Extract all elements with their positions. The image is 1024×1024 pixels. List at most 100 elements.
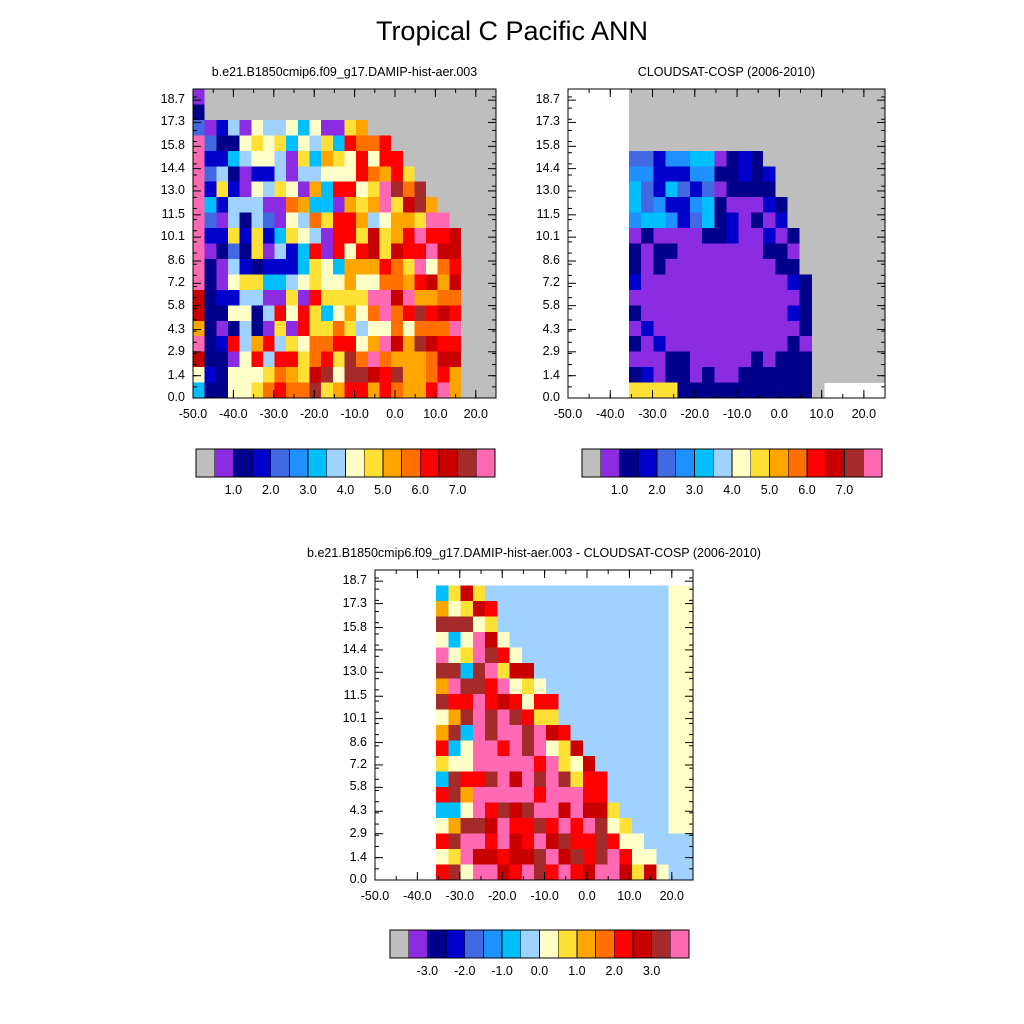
panel2-cell — [628, 150, 642, 167]
panel1-cell — [309, 197, 322, 214]
panel2-cell — [799, 181, 813, 198]
panel1-cell — [193, 320, 206, 337]
panel2-ytick-label: 8.6 — [542, 253, 560, 268]
panel1-cell — [297, 351, 311, 368]
panel3-cell — [521, 647, 535, 664]
panel1-xtick-label: 20.0 — [463, 407, 488, 421]
panel2-cell — [799, 320, 813, 337]
panel2-cell — [677, 274, 691, 291]
panel1-cell — [251, 243, 264, 260]
panel1-cell — [449, 135, 462, 152]
panel2-cell — [775, 289, 789, 306]
panel3-cell — [631, 616, 645, 633]
panel2-cell — [750, 166, 764, 183]
panel2-cell — [714, 289, 728, 306]
panel3-cell — [668, 709, 682, 726]
panel3-cell — [607, 678, 621, 695]
panel2-cell — [738, 135, 752, 152]
panel1-cell — [402, 150, 416, 167]
panel1-cell — [461, 197, 474, 214]
panel2-xtick-label: -50.0 — [553, 407, 583, 421]
panel3-cell — [485, 709, 498, 726]
panel1-cell — [297, 289, 311, 306]
panel3-cell — [534, 818, 547, 835]
panel2-cell — [628, 181, 642, 198]
panel2-cell — [750, 320, 764, 337]
panel2-cell — [824, 119, 837, 136]
panel2-cell — [653, 166, 667, 183]
panel2-cell — [702, 289, 715, 306]
panel2-cell — [714, 243, 728, 260]
panel2-cell — [872, 150, 886, 167]
panel1-cell — [461, 382, 474, 399]
panel1-cell — [379, 289, 392, 306]
panel1-cell — [449, 289, 462, 306]
panel3-cell — [558, 802, 572, 819]
panel1-cell — [274, 320, 287, 337]
panel2-cell — [714, 104, 728, 121]
panel2-cell — [677, 166, 691, 183]
panel2-cell — [641, 228, 654, 245]
panel1-cell — [426, 104, 439, 121]
panel3-cell — [668, 787, 682, 804]
panel2-colorbar-label: 4.0 — [723, 483, 741, 497]
panel2-colorbar-swatch — [675, 448, 695, 478]
panel2-cell — [763, 197, 776, 214]
panel1-cell — [367, 135, 381, 152]
panel3-cell — [631, 740, 645, 757]
panel1-cell — [239, 166, 252, 183]
panel1-cell — [309, 258, 322, 275]
panel2-cell — [702, 274, 715, 291]
panel2-ytick-label: 14.4 — [535, 160, 560, 175]
panel2-ytick-label: 1.4 — [542, 367, 560, 382]
panel2-cell — [641, 243, 654, 260]
panel2-cell — [848, 166, 862, 183]
panel3-cell — [644, 818, 657, 835]
panel2-cell — [824, 320, 837, 337]
panel1-cell — [344, 382, 357, 399]
panel1-cell — [449, 305, 462, 322]
panel2-cell — [726, 104, 740, 121]
panel2-cell — [811, 119, 825, 136]
panel1-cell — [426, 320, 439, 337]
panel1-cell — [204, 258, 217, 275]
panel2-cell — [811, 258, 825, 275]
panel3-cell — [558, 678, 572, 695]
panel3-cell — [448, 663, 462, 680]
panel1-cell — [379, 336, 392, 353]
panel3-cell — [619, 632, 633, 649]
panel1-colorbar-swatch — [457, 448, 477, 478]
panel1-cell — [321, 119, 334, 136]
panel1-colorbar-label: 6.0 — [411, 483, 429, 497]
panel1-cell — [274, 89, 287, 106]
panel1-cell — [449, 197, 462, 214]
panel3-cell — [460, 585, 474, 602]
panel1-cell — [356, 135, 369, 152]
panel2-cell — [702, 104, 715, 121]
panel3-cell — [472, 647, 486, 664]
panel2-cell — [665, 305, 679, 322]
panel1-colorbar-swatch — [438, 448, 459, 478]
panel1-cell — [402, 197, 416, 214]
panel1-cell — [297, 228, 311, 245]
panel1-cell — [367, 166, 381, 183]
panel3-cell — [509, 678, 523, 695]
panel1-cell — [332, 197, 346, 214]
panel2-cell — [665, 382, 679, 399]
panel2-ytick-label: 5.8 — [542, 297, 560, 312]
panel2-cell — [726, 258, 740, 275]
panel2-cell — [750, 212, 764, 229]
panel2-cell — [653, 228, 667, 245]
panel2-cell — [836, 289, 850, 306]
panel3-cell — [521, 864, 535, 881]
panel1-cell — [274, 150, 287, 167]
panel1-cell — [391, 228, 404, 245]
panel2-xtick-label: -20.0 — [680, 407, 710, 421]
panel2-cell — [750, 135, 764, 152]
panel1-cell — [344, 305, 357, 322]
panel2-cell — [628, 382, 642, 399]
panel1-cell — [379, 119, 392, 136]
panel3-cell — [460, 833, 474, 850]
panel1-cell — [216, 89, 229, 106]
panel1-cell — [286, 89, 299, 106]
